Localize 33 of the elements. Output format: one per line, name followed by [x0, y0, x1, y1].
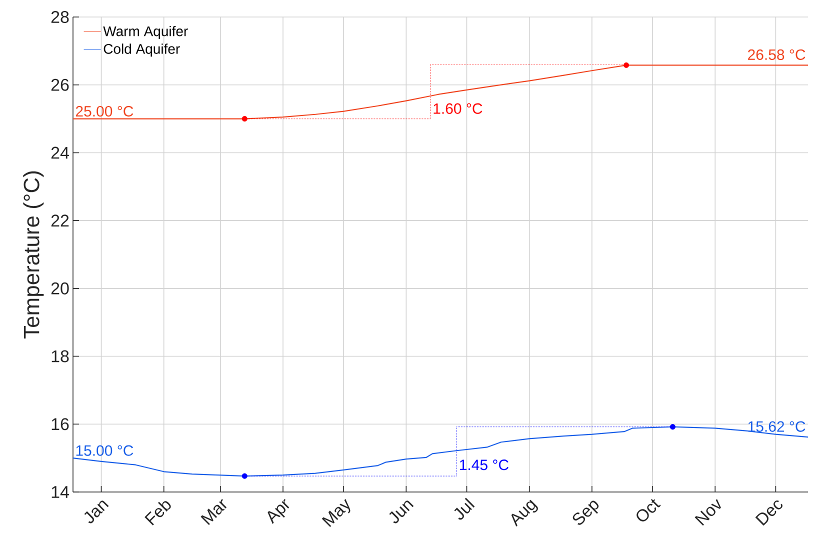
annotation: 1.60 °C — [434, 103, 482, 114]
legend-label: Warm Aquifer — [103, 26, 188, 39]
y-tick-label: 24 — [51, 146, 69, 159]
x-tick-label: May — [322, 498, 350, 527]
point — [623, 62, 630, 68]
y-tick-label: 16 — [52, 418, 69, 430]
annotation: 1.45 °C — [460, 460, 508, 470]
y-tick-label: 22 — [51, 214, 69, 227]
x-tick-label: Sep — [572, 500, 599, 525]
legend-label: Cold Aquifer — [104, 44, 180, 57]
y-axis-title: Temperature (°C) — [23, 171, 44, 338]
y-tick-label: 20 — [51, 282, 69, 294]
x-tick-label: Oct — [636, 498, 661, 522]
x-tick-label: Mar — [200, 499, 227, 525]
point — [242, 116, 248, 122]
x-tick-label: Jun — [389, 500, 414, 524]
x-tick-label: Jan — [84, 500, 109, 524]
x-tick-label: Jul — [454, 498, 475, 520]
x-tick-label: Nov — [694, 498, 721, 526]
x-tick-label: Aug — [511, 500, 538, 527]
x-tick-label: Apr — [268, 499, 290, 524]
x-tick-label: Dec — [755, 500, 782, 526]
point — [242, 473, 248, 479]
point — [670, 424, 676, 430]
annotation: 25.00 °C — [76, 106, 134, 117]
x-tick-label: Feb — [144, 501, 171, 526]
y-tick-label: 28 — [51, 10, 69, 24]
y-tick-label: 26 — [51, 78, 69, 91]
y-tick-label: 18 — [52, 350, 69, 362]
annotation: 26.58 °C — [748, 49, 806, 60]
annotation: 15.62 °C — [748, 421, 806, 432]
y-tick-label: 14 — [52, 486, 69, 498]
annotation: 15.00 °C — [76, 445, 134, 456]
